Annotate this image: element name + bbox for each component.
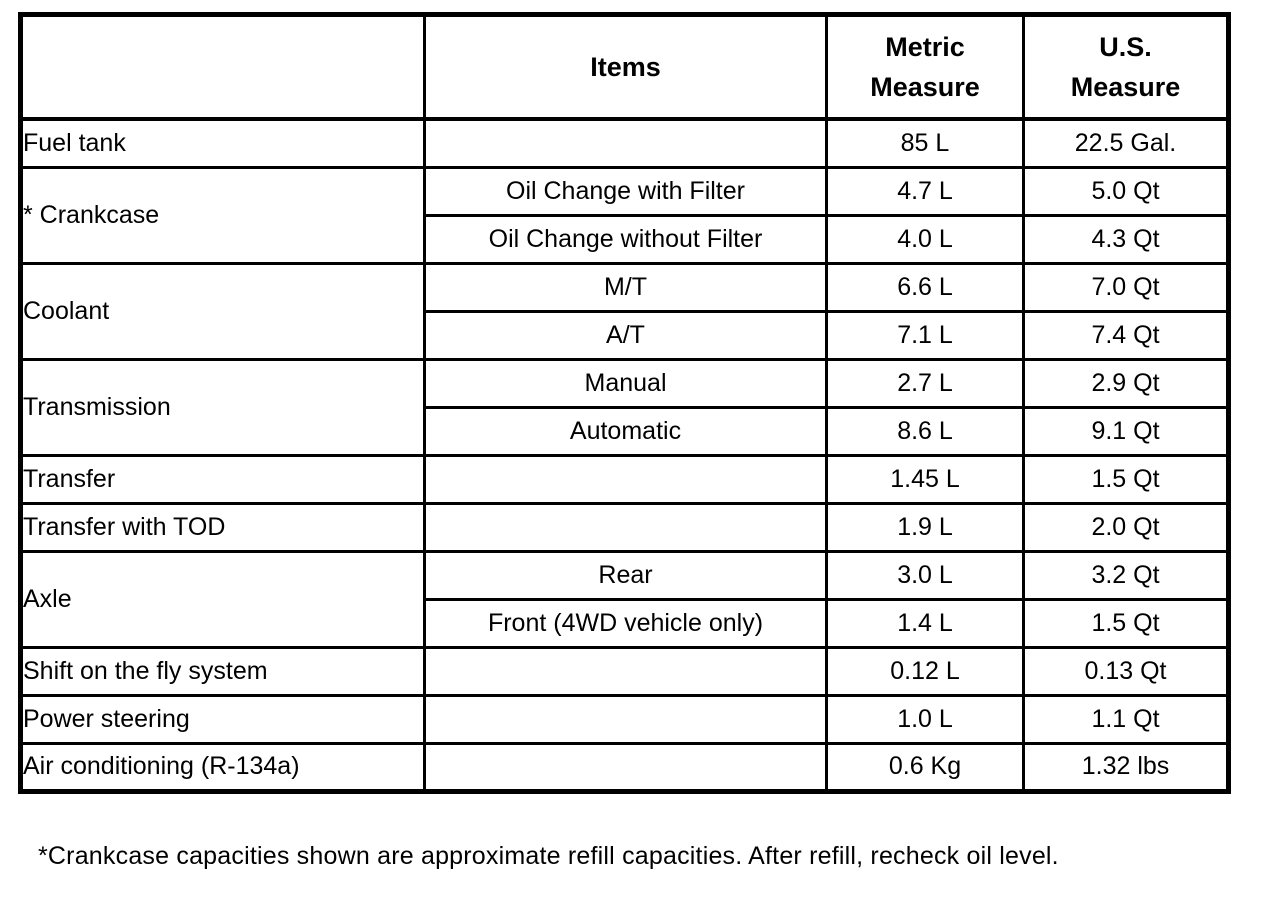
category-cell: Transfer bbox=[19, 453, 426, 505]
metric-cell: 1.9 L bbox=[825, 501, 1025, 553]
table-row: * Crankcase Oil Change with Filter 4.7 L 5.… bbox=[19, 165, 1230, 265]
table-row: Fuel tank 85 L 22.5 Gal. bbox=[19, 117, 1230, 169]
us-cell: 5.0 Qt bbox=[1022, 165, 1230, 217]
category-cell: Power steering bbox=[19, 693, 426, 745]
category-cell: Coolant bbox=[19, 261, 426, 361]
us-cell: 1.5 Qt bbox=[1022, 598, 1230, 649]
item-cell bbox=[423, 741, 828, 793]
table-row: Air conditioning (R-134a) 0.6 Kg 1.32 lbs bbox=[19, 741, 1230, 793]
table-row: Transfer 1.45 L 1.5 Qt bbox=[19, 453, 1230, 505]
metric-cell: 2.7 L bbox=[825, 357, 1025, 409]
category-cell: * Crankcase bbox=[19, 165, 426, 265]
table-body: Fuel tank 85 L 22.5 Gal. * Crankcase Oil Cha… bbox=[19, 117, 1230, 793]
metric-cell: 1.4 L bbox=[825, 598, 1025, 649]
item-cell: Manual bbox=[423, 357, 828, 409]
us-cell: 2.9 Qt bbox=[1022, 357, 1230, 409]
table-row: Shift on the fly system 0.12 L 0.13 Qt bbox=[19, 645, 1230, 697]
table-row: Power steering 1.0 L 1.1 Qt bbox=[19, 693, 1230, 745]
item-cell: Automatic bbox=[423, 406, 828, 457]
category-cell: Transmission bbox=[19, 357, 426, 457]
metric-cell: 1.45 L bbox=[825, 453, 1025, 505]
category-cell: Axle bbox=[19, 549, 426, 649]
header-metric-measure: Metric Measure bbox=[825, 13, 1025, 121]
table-row: Coolant M/T 6.6 L 7.0 Qt bbox=[19, 261, 1230, 361]
metric-cell: 85 L bbox=[825, 117, 1025, 169]
item-cell: M/T bbox=[423, 261, 828, 313]
item-cell: Oil Change with Filter bbox=[423, 165, 828, 217]
item-cell bbox=[423, 453, 828, 505]
table-row: Front (4WD vehicle only) 1.4 L 1.5 Qt bbox=[21, 598, 1230, 649]
us-cell: 1.32 lbs bbox=[1022, 741, 1230, 793]
header-items: Items bbox=[423, 13, 828, 121]
us-cell: 7.0 Qt bbox=[1022, 261, 1230, 313]
table-row: Transmission Manual 2.7 L 2.9 Qt bbox=[19, 357, 1230, 457]
us-cell: 2.0 Qt bbox=[1022, 501, 1230, 553]
table-row: Automatic 8.6 L 9.1 Qt bbox=[21, 406, 1230, 457]
header-category-blank bbox=[19, 13, 426, 121]
metric-cell: 0.12 L bbox=[825, 645, 1025, 697]
category-cell: Shift on the fly system bbox=[19, 645, 426, 697]
item-cell bbox=[423, 693, 828, 745]
metric-cell: 0.6 Kg bbox=[825, 741, 1025, 793]
table-row: Axle Rear 3.0 L 3.2 Qt bbox=[19, 549, 1230, 649]
metric-cell: 3.0 L bbox=[825, 549, 1025, 601]
us-cell: 7.4 Qt bbox=[1022, 310, 1230, 361]
metric-cell: 4.7 L bbox=[825, 165, 1025, 217]
us-cell: 1.5 Qt bbox=[1022, 453, 1230, 505]
category-cell: Fuel tank bbox=[19, 117, 426, 169]
us-cell: 3.2 Qt bbox=[1022, 549, 1230, 601]
category-cell: Air conditioning (R-134a) bbox=[19, 741, 426, 793]
header-us-measure: U.S. Measure bbox=[1022, 13, 1230, 121]
table-row: A/T 7.1 L 7.4 Qt bbox=[21, 310, 1230, 361]
us-cell: 22.5 Gal. bbox=[1022, 117, 1230, 169]
capacities-table: Items Metric Measure U.S. Measure Fuel t… bbox=[18, 12, 1231, 794]
metric-cell: 4.0 L bbox=[825, 214, 1025, 265]
metric-cell: 7.1 L bbox=[825, 310, 1025, 361]
item-cell: Front (4WD vehicle only) bbox=[423, 598, 828, 649]
metric-cell: 8.6 L bbox=[825, 406, 1025, 457]
crankcase-footnote: *Crankcase capacities shown are approxim… bbox=[38, 842, 1059, 870]
item-cell bbox=[423, 501, 828, 553]
us-cell: 0.13 Qt bbox=[1022, 645, 1230, 697]
us-cell: 1.1 Qt bbox=[1022, 693, 1230, 745]
category-cell: Transfer with TOD bbox=[19, 501, 426, 553]
item-cell: Oil Change without Filter bbox=[423, 214, 828, 265]
table-row: Transfer with TOD 1.9 L 2.0 Qt bbox=[19, 501, 1230, 553]
item-cell bbox=[423, 117, 828, 169]
metric-cell: 6.6 L bbox=[825, 261, 1025, 313]
metric-cell: 1.0 L bbox=[825, 693, 1025, 745]
item-cell: A/T bbox=[423, 310, 828, 361]
us-cell: 9.1 Qt bbox=[1022, 406, 1230, 457]
us-cell: 4.3 Qt bbox=[1022, 214, 1230, 265]
table-header-row: Items Metric Measure U.S. Measure bbox=[19, 13, 1230, 121]
item-cell bbox=[423, 645, 828, 697]
table-row: Oil Change without Filter 4.0 L 4.3 Qt bbox=[21, 214, 1230, 265]
item-cell: Rear bbox=[423, 549, 828, 601]
